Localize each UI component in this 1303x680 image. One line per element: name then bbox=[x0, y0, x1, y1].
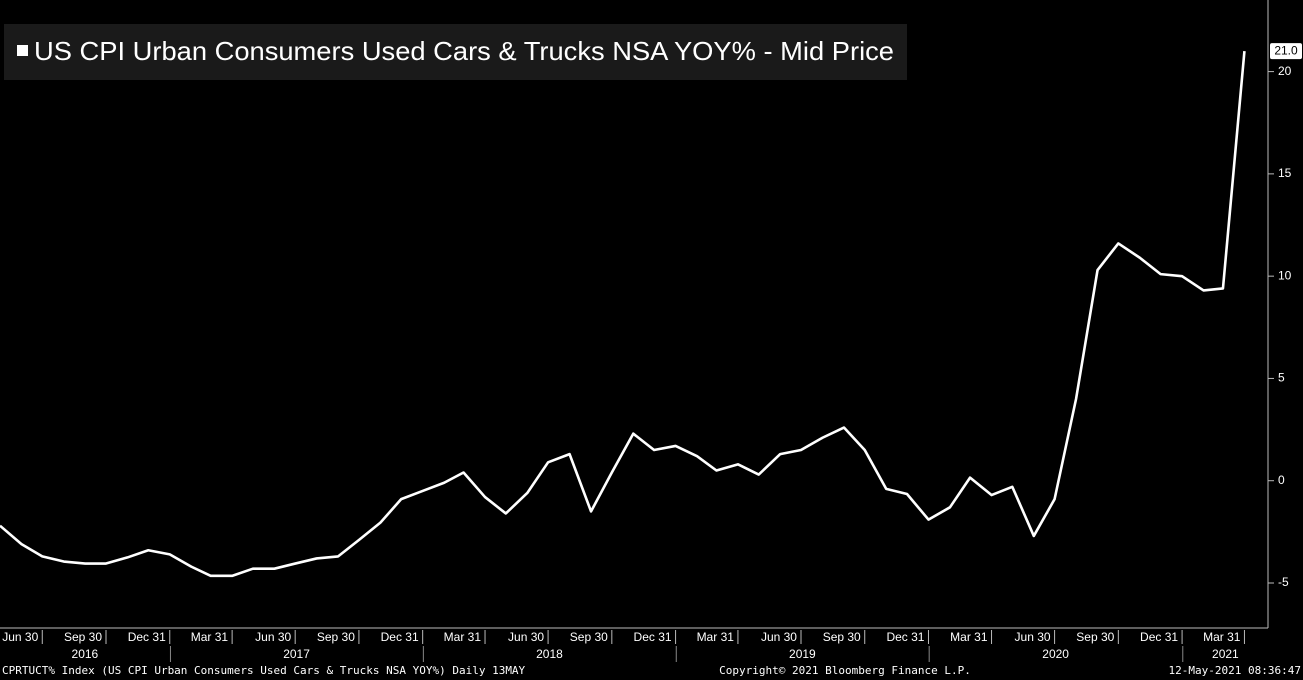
x-tick-label: Sep 30 bbox=[1076, 630, 1114, 644]
last-value-label: 21.0 bbox=[1274, 43, 1298, 57]
x-tick-label: Mar 31 bbox=[444, 630, 482, 644]
title-box bbox=[4, 24, 907, 80]
footer-center: Copyright© 2021 Bloomberg Finance L.P. bbox=[719, 664, 971, 677]
footer-left: CPRTUCT% Index (US CPI Urban Consumers U… bbox=[2, 664, 526, 677]
x-tick-label: Jun 30 bbox=[761, 630, 797, 644]
legend-swatch bbox=[17, 45, 28, 56]
y-tick-label: 10 bbox=[1278, 268, 1292, 282]
x-tick-label: Dec 31 bbox=[128, 630, 166, 644]
year-label: 2016 bbox=[72, 647, 99, 661]
x-tick-label: Mar 31 bbox=[1203, 630, 1241, 644]
chart-title: US CPI Urban Consumers Used Cars & Truck… bbox=[34, 36, 894, 66]
x-tick-label: Sep 30 bbox=[64, 630, 102, 644]
x-tick-label: Mar 31 bbox=[950, 630, 988, 644]
x-tick-label: Jun 30 bbox=[255, 630, 291, 644]
x-tick-label: Dec 31 bbox=[1140, 630, 1178, 644]
x-tick-label: Sep 30 bbox=[570, 630, 608, 644]
x-tick-label: Dec 31 bbox=[886, 630, 924, 644]
x-tick-label: Dec 31 bbox=[634, 630, 672, 644]
y-tick-label: 20 bbox=[1278, 64, 1292, 78]
year-label: 2021 bbox=[1212, 647, 1239, 661]
x-tick-label: Mar 31 bbox=[191, 630, 229, 644]
y-tick-label: 0 bbox=[1278, 473, 1285, 487]
year-label: 2017 bbox=[283, 647, 310, 661]
x-tick-label: Jun 30 bbox=[2, 630, 38, 644]
year-label: 2018 bbox=[536, 647, 563, 661]
year-label: 2019 bbox=[789, 647, 816, 661]
y-tick-label: 15 bbox=[1278, 166, 1292, 180]
x-tick-label: Jun 30 bbox=[1015, 630, 1051, 644]
series-line bbox=[0, 51, 1246, 578]
year-label: 2020 bbox=[1042, 647, 1069, 661]
x-tick-label: Mar 31 bbox=[697, 630, 735, 644]
footer-right: 12-May-2021 08:36:47 bbox=[1169, 664, 1301, 677]
x-tick-label: Jun 30 bbox=[508, 630, 544, 644]
x-tick-label: Sep 30 bbox=[317, 630, 355, 644]
x-tick-label: Dec 31 bbox=[381, 630, 419, 644]
x-tick-label: Sep 30 bbox=[823, 630, 861, 644]
y-tick-label: -5 bbox=[1278, 575, 1289, 589]
y-tick-label: 5 bbox=[1278, 371, 1285, 385]
last-value-box bbox=[1270, 43, 1302, 60]
